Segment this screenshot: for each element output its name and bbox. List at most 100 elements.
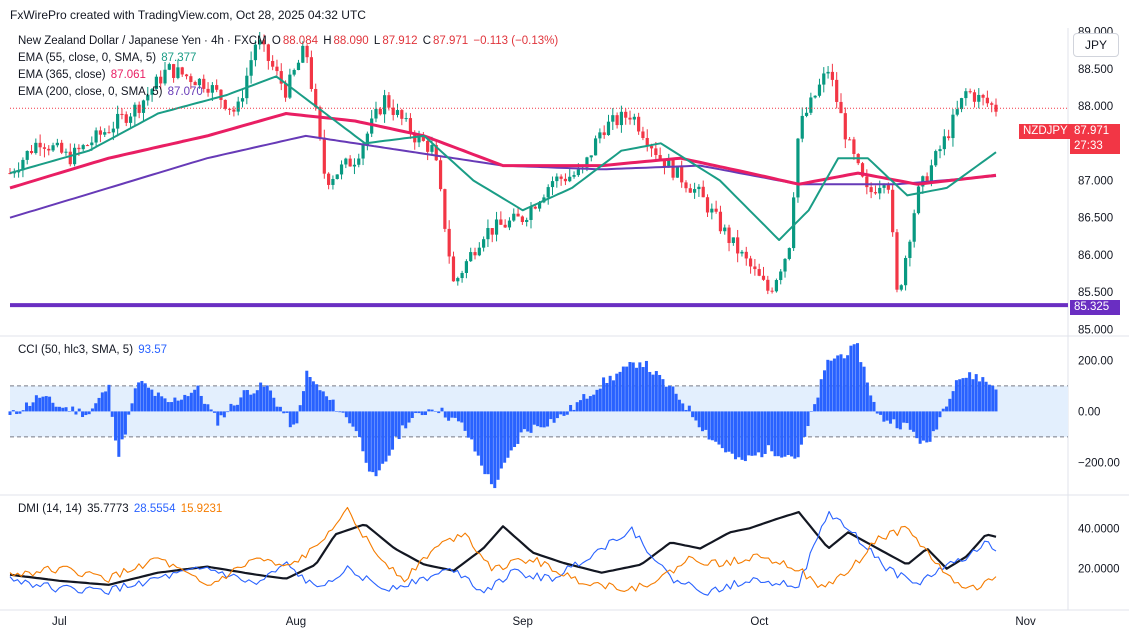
cci-bar bbox=[173, 397, 177, 412]
candle-body bbox=[628, 117, 632, 120]
cci-bar bbox=[628, 362, 632, 412]
candle-body bbox=[624, 111, 628, 118]
cci-bar bbox=[908, 411, 912, 430]
cci-bar bbox=[849, 345, 853, 412]
cci-bar bbox=[513, 411, 517, 448]
candle-body bbox=[731, 237, 735, 244]
cci-bar bbox=[219, 411, 223, 416]
candle-body bbox=[167, 64, 171, 70]
cci-bar bbox=[377, 411, 381, 471]
cci-bar bbox=[681, 403, 685, 412]
candle-body bbox=[714, 208, 718, 212]
candle-body bbox=[42, 147, 47, 149]
cci-bar bbox=[832, 358, 836, 412]
cci-bar bbox=[252, 393, 256, 412]
cci-bar bbox=[308, 377, 312, 412]
cci-bar bbox=[130, 403, 134, 412]
candle-body bbox=[701, 186, 705, 198]
cci-bar bbox=[15, 411, 19, 415]
cci-bar bbox=[621, 366, 625, 412]
cci-bar bbox=[948, 398, 952, 412]
cci-bar bbox=[433, 411, 437, 412]
candle-body bbox=[451, 256, 456, 282]
cci-bar bbox=[796, 411, 800, 458]
cci-bar bbox=[892, 411, 896, 420]
cci-bar bbox=[245, 389, 249, 412]
cci-bar bbox=[638, 362, 642, 412]
currency-button[interactable]: JPY bbox=[1073, 33, 1119, 57]
ema365-value: 87.061 bbox=[110, 69, 146, 81]
candle-body bbox=[550, 181, 555, 188]
cci-bar bbox=[565, 411, 569, 415]
cci-bar bbox=[160, 396, 164, 412]
cci-bar bbox=[753, 411, 757, 456]
candle-body bbox=[882, 185, 886, 188]
candle-body bbox=[981, 94, 985, 98]
cci-bar bbox=[631, 362, 635, 412]
candle-body bbox=[111, 128, 115, 133]
candle-body bbox=[899, 285, 903, 290]
candle-body bbox=[430, 145, 434, 152]
cci-bar bbox=[427, 409, 431, 412]
cci-bar bbox=[615, 373, 619, 412]
cci-bar bbox=[325, 396, 329, 412]
cci-bar bbox=[331, 399, 335, 412]
cci-bar bbox=[737, 411, 741, 458]
cci-bar bbox=[272, 397, 276, 412]
cci-bar bbox=[74, 411, 78, 415]
candle-body bbox=[959, 98, 964, 110]
candle-body bbox=[81, 145, 85, 150]
ema200-value: 87.070 bbox=[167, 86, 203, 98]
candle-body bbox=[761, 275, 766, 280]
cci-bar bbox=[384, 411, 388, 462]
candle-body bbox=[693, 189, 697, 193]
cci-bar bbox=[275, 406, 279, 412]
candle-body bbox=[25, 150, 29, 160]
cci-bar bbox=[97, 397, 101, 412]
cci-bar bbox=[888, 411, 892, 424]
candle-body bbox=[90, 142, 94, 146]
cci-bar bbox=[921, 411, 925, 441]
candle-body bbox=[912, 213, 916, 242]
candle-body bbox=[434, 145, 438, 161]
candle-body bbox=[766, 279, 770, 291]
candle-body bbox=[848, 139, 852, 141]
cci-bar bbox=[21, 410, 25, 412]
support-level-tag: 85.325 bbox=[1070, 300, 1120, 315]
cci-bar bbox=[371, 411, 375, 473]
cci-bar bbox=[414, 411, 418, 414]
candle-body bbox=[159, 76, 163, 84]
cci-bar bbox=[24, 402, 28, 412]
cci-bar bbox=[819, 379, 823, 412]
cci-bar bbox=[987, 384, 991, 412]
cci-bar bbox=[516, 411, 520, 444]
candle-body bbox=[546, 187, 550, 198]
time-tick-label: Sep bbox=[512, 616, 532, 628]
cci-bar bbox=[476, 411, 480, 456]
cci-bar bbox=[898, 411, 902, 430]
close-value: 87.971 bbox=[433, 35, 469, 47]
cci-bar bbox=[483, 411, 487, 475]
candle-body bbox=[438, 160, 443, 190]
cci-bar bbox=[117, 411, 121, 457]
cci-bar bbox=[292, 411, 296, 425]
candle-body bbox=[598, 132, 602, 139]
candle-body bbox=[447, 228, 451, 257]
candle-body bbox=[615, 115, 619, 126]
cci-bar bbox=[127, 411, 131, 415]
candle-body bbox=[417, 135, 421, 143]
time-tick-label: Nov bbox=[1015, 616, 1036, 628]
cci-bar bbox=[733, 411, 737, 460]
cci-bar bbox=[799, 411, 803, 445]
cci-bar bbox=[582, 394, 586, 412]
candle-body bbox=[464, 261, 469, 273]
candle-body bbox=[512, 213, 516, 221]
cci-bar bbox=[509, 411, 513, 451]
cci-bar bbox=[285, 411, 289, 413]
cci-bar bbox=[28, 405, 32, 412]
candle-body bbox=[585, 157, 589, 168]
cci-bar bbox=[572, 409, 576, 412]
candle-body bbox=[266, 44, 270, 61]
cci-bar bbox=[358, 411, 362, 438]
